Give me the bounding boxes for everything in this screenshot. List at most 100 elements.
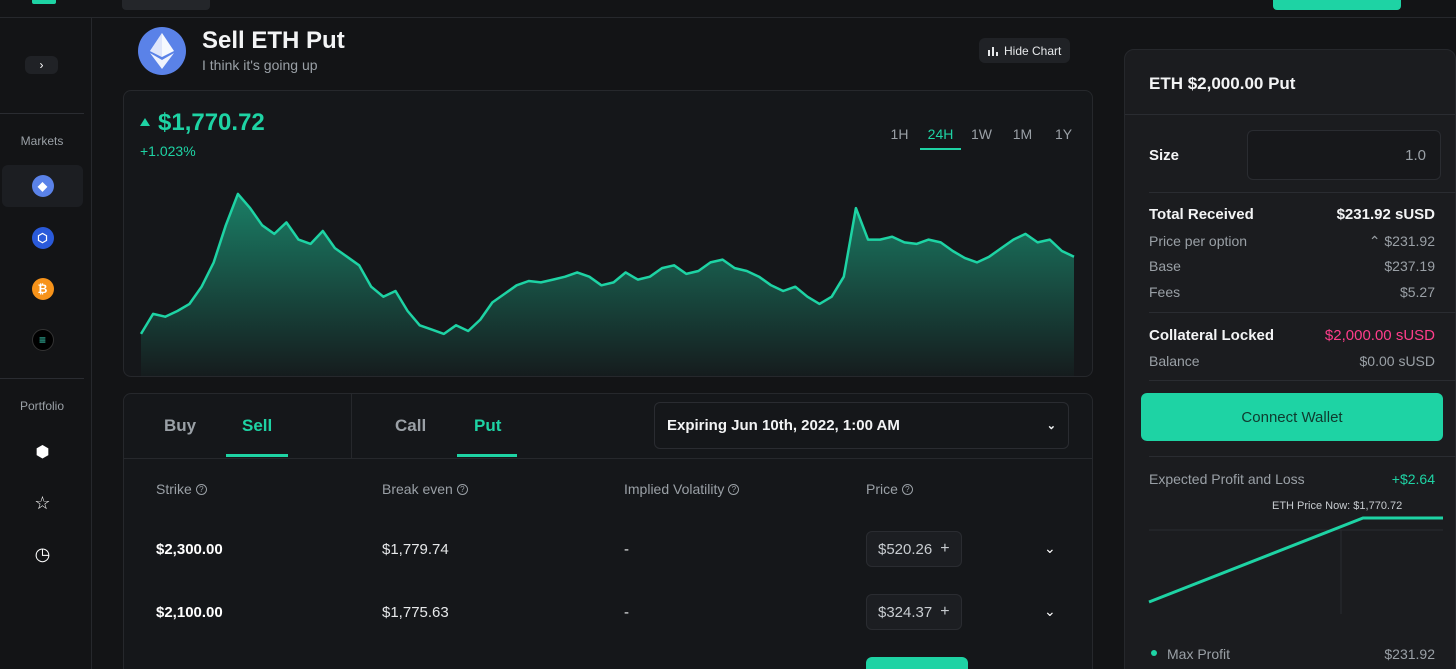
portfolio-label: Portfolio xyxy=(19,399,65,413)
sidebar-item-btc[interactable]: ₿ xyxy=(2,268,83,310)
range-1w[interactable]: 1W xyxy=(971,126,992,142)
collateral-locked-label: Collateral Locked xyxy=(1149,327,1275,344)
range-1h[interactable]: 1H xyxy=(890,126,909,142)
markets-label: Markets xyxy=(20,134,64,148)
fees-value: $5.27 xyxy=(1399,284,1435,300)
divider xyxy=(1149,456,1456,457)
divider xyxy=(0,378,84,379)
row-break-even: $1,779.74 xyxy=(382,541,449,558)
price-per-option-value[interactable]: ⌃ $231.92 xyxy=(1368,233,1435,249)
options-panel: Buy Sell Call Put Expiring Jun 10th, 202… xyxy=(123,393,1093,669)
expiry-value: Expiring Jun 10th, 2022, 1:00 AM xyxy=(667,417,900,434)
divider xyxy=(124,458,1092,459)
star-icon: ☆ xyxy=(34,492,51,513)
pnl-chart[interactable] xyxy=(1125,490,1455,620)
column-strike: Strike? xyxy=(156,481,207,497)
column-price-label: Price xyxy=(866,481,898,497)
sidebar-item-sol[interactable]: ≡ xyxy=(2,319,83,361)
range-1y[interactable]: 1Y xyxy=(1054,126,1073,142)
chevron-right-icon: › xyxy=(39,58,44,72)
legend-dot xyxy=(1151,650,1157,656)
sidebar-item-history[interactable]: ◷ xyxy=(2,533,83,575)
column-iv-label: Implied Volatility xyxy=(624,481,725,497)
pnl-label: Expected Profit and Loss xyxy=(1149,471,1305,487)
tab-put[interactable]: Put xyxy=(474,416,502,435)
chevron-down-icon: ⌄ xyxy=(1046,420,1056,432)
size-input[interactable] xyxy=(1247,130,1441,180)
app-logo[interactable] xyxy=(32,0,56,4)
sidebar-item-link[interactable]: ⬡ xyxy=(2,217,83,259)
divider xyxy=(1149,380,1456,381)
row-iv: - xyxy=(624,541,629,558)
divider xyxy=(1149,192,1456,193)
base-label: Base xyxy=(1149,258,1181,274)
order-title: ETH $2,000.00 Put xyxy=(1149,74,1296,93)
add-option-button[interactable]: $324.37 + xyxy=(866,594,962,630)
chainlink-icon: ⬡ xyxy=(31,227,54,249)
option-price: $520.26 xyxy=(878,540,933,558)
base-value: $237.19 xyxy=(1384,258,1435,274)
price-change: +1.023% xyxy=(140,143,196,159)
page-subtitle: I think it's going up xyxy=(202,57,318,73)
time-range-tabs: 1H 24H 1W 1M 1Y xyxy=(879,126,1084,150)
sidebar-item-favorites[interactable]: ☆ xyxy=(2,482,83,524)
range-24h[interactable]: 24H xyxy=(920,126,961,150)
row-break-even: $1,775.63 xyxy=(382,604,449,621)
plus-icon: + xyxy=(940,603,950,620)
tab-sell[interactable]: Sell xyxy=(242,416,273,435)
max-profit-label: Max Profit xyxy=(1167,646,1231,662)
chevron-down-icon[interactable]: ⌄ xyxy=(1044,603,1056,619)
order-panel: ETH $2,000.00 Put Size Total Received $2… xyxy=(1124,49,1456,669)
row-strike: $2,100.00 xyxy=(156,604,223,621)
left-sidebar: › Markets ◆ ⬡ ₿ ≡ Portfolio ⬢ ☆ ◷ xyxy=(0,18,92,669)
divider xyxy=(351,394,352,458)
total-received-value: $231.92 sUSD xyxy=(1336,206,1435,223)
tab-call[interactable]: Call xyxy=(395,416,427,435)
column-break-even: Break even? xyxy=(382,481,468,497)
add-option-button[interactable]: $520.26 + xyxy=(866,531,962,567)
connect-wallet-button[interactable]: Connect Wallet xyxy=(1141,393,1443,441)
ethereum-icon: ◆ xyxy=(31,175,54,197)
help-icon[interactable]: ? xyxy=(456,483,468,495)
chart-area xyxy=(141,193,1074,376)
page-title: Sell ETH Put xyxy=(202,27,345,54)
balance-value: $0.00 sUSD xyxy=(1359,353,1435,369)
clock-icon: ◷ xyxy=(34,543,51,564)
eth-price-now-label: ETH Price Now: $1,770.72 xyxy=(1272,500,1403,512)
bitcoin-icon: ₿ xyxy=(31,278,54,300)
top-action-button[interactable] xyxy=(1273,0,1401,10)
option-price: $324.37 xyxy=(878,603,933,621)
size-label: Size xyxy=(1149,147,1180,164)
expiry-select[interactable]: Expiring Jun 10th, 2022, 1:00 AM ⌄ xyxy=(654,402,1069,449)
hide-chart-button[interactable]: Hide Chart xyxy=(979,38,1071,63)
help-icon[interactable]: ? xyxy=(728,483,740,495)
max-profit-value: $231.92 xyxy=(1384,646,1435,662)
column-strike-label: Strike xyxy=(156,481,192,497)
chevron-down-icon[interactable]: ⌄ xyxy=(1044,540,1056,556)
fees-label: Fees xyxy=(1149,284,1181,300)
range-1m[interactable]: 1M xyxy=(1012,126,1033,142)
help-icon[interactable]: ? xyxy=(195,483,207,495)
selected-option-button[interactable] xyxy=(866,657,968,669)
tab-buy[interactable]: Buy xyxy=(164,416,197,435)
column-implied-volatility: Implied Volatility? xyxy=(624,481,740,497)
column-break-even-label: Break even xyxy=(382,481,453,497)
ethereum-icon xyxy=(138,27,186,75)
divider xyxy=(1125,114,1455,115)
pnl-line xyxy=(1148,516,1443,604)
sidebar-item-eth[interactable]: ◆ xyxy=(2,165,83,207)
collateral-locked-value: $2,000.00 sUSD xyxy=(1324,327,1435,344)
active-tab-indicator xyxy=(457,454,517,457)
help-icon[interactable]: ? xyxy=(901,483,913,495)
total-received-label: Total Received xyxy=(1149,206,1254,223)
sidebar-item-positions[interactable]: ⬢ xyxy=(2,431,83,473)
pnl-value: +$2.64 xyxy=(1391,471,1435,487)
price-up-icon xyxy=(140,118,150,126)
top-nav-tab[interactable] xyxy=(122,0,210,10)
solana-icon: ≡ xyxy=(31,329,54,351)
top-bar xyxy=(0,0,1456,18)
chart-line xyxy=(139,192,1075,336)
divider xyxy=(0,113,84,114)
price-chart[interactable] xyxy=(124,91,1093,377)
expand-sidebar-button[interactable]: › xyxy=(25,56,58,74)
